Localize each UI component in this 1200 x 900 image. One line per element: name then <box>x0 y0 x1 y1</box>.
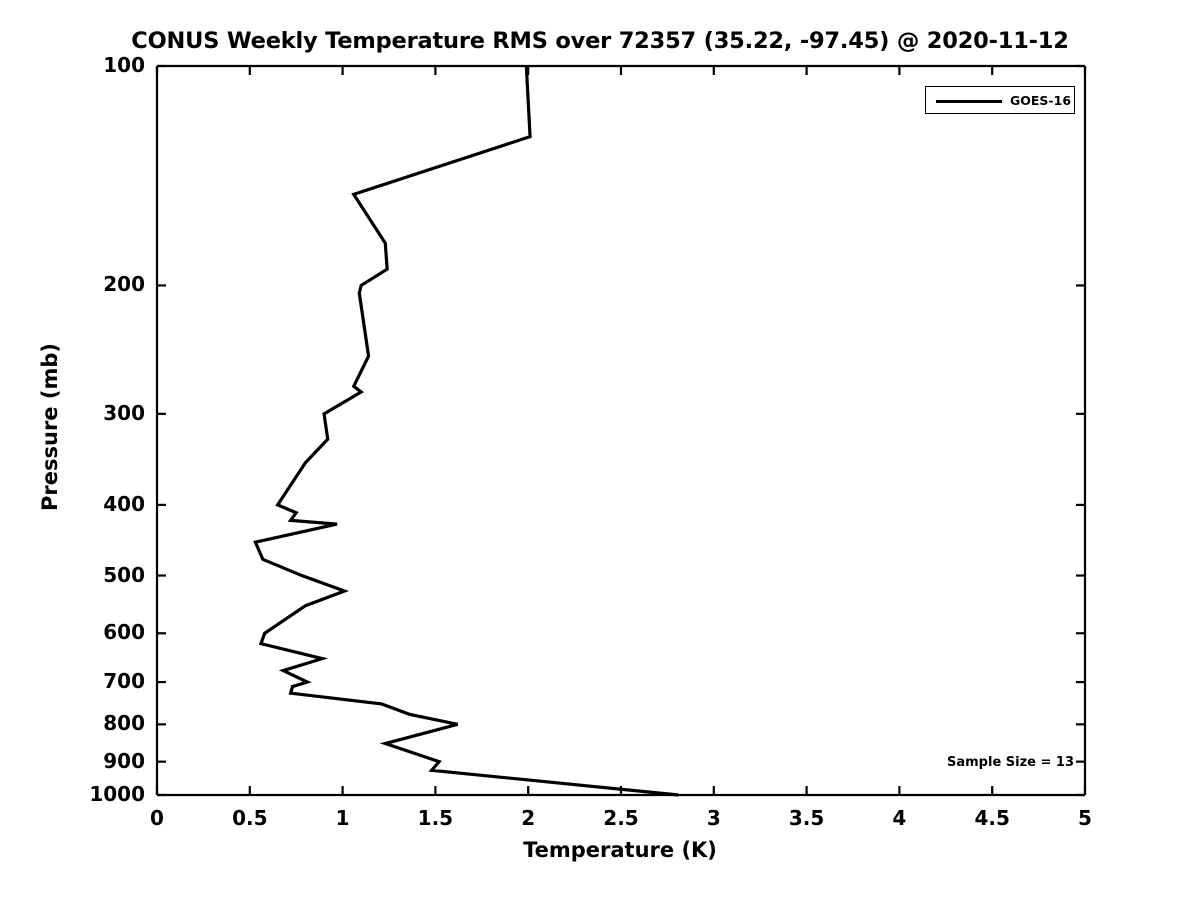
x-tick-label: 0.5 <box>232 806 268 830</box>
data-line-goes-16 <box>253 65 679 797</box>
y-tick-marks <box>157 64 1085 797</box>
legend-line-swatch <box>936 99 1002 103</box>
x-tick-label: 1.5 <box>417 806 454 830</box>
y-tick-label: 300 <box>103 400 145 425</box>
y-tick-label: 1000 <box>89 782 145 806</box>
x-axis-label: Temperature (K) <box>523 838 717 862</box>
y-tick-label: 700 <box>103 669 145 694</box>
y-tick-label: 200 <box>103 272 145 297</box>
y-tick-label: 400 <box>103 491 145 516</box>
x-tick-label: 4 <box>892 806 907 830</box>
x-tick-label: 2 <box>521 806 536 830</box>
y-tick-label: 900 <box>103 748 145 773</box>
sample-size-annotation: Sample Size = 13 <box>947 755 1075 770</box>
y-tick-label: 800 <box>103 711 145 736</box>
x-tick-marks <box>155 66 1087 795</box>
x-tick-label: 3 <box>706 806 721 830</box>
x-tick-label: 2.5 <box>603 806 639 830</box>
legend-label-goes-16: GOES-16 <box>1010 93 1072 108</box>
y-tick-label: 500 <box>103 562 145 587</box>
legend[interactable]: GOES-16 <box>925 86 1075 114</box>
y-tick-label: 600 <box>103 620 145 645</box>
x-tick-label: 5 <box>1078 806 1092 830</box>
y-tick-label: 100 <box>103 53 145 77</box>
data-series-group <box>253 65 679 797</box>
x-tick-label: 3.5 <box>788 806 825 830</box>
x-tick-label: 0 <box>150 806 164 830</box>
chart-title: CONUS Weekly Temperature RMS over 72357 … <box>131 28 1069 54</box>
x-tick-label: 4.5 <box>974 806 1010 830</box>
x-tick-label: 1 <box>335 806 350 830</box>
